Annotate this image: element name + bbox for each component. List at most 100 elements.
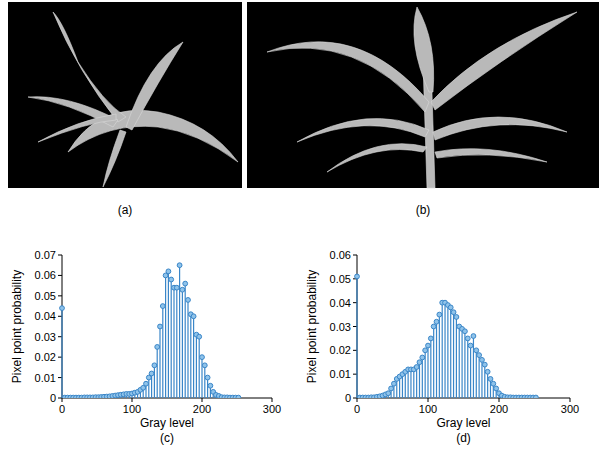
stem xyxy=(433,327,434,399)
stem xyxy=(193,316,194,398)
y-tick-label: 0 xyxy=(50,392,56,404)
leaf xyxy=(68,110,238,162)
stem-marker xyxy=(431,324,436,329)
stem xyxy=(442,303,443,398)
stem xyxy=(402,374,403,398)
stem-marker xyxy=(480,357,485,362)
y-axis-title: Pixel point probability xyxy=(10,270,24,383)
x-tick xyxy=(570,398,571,402)
leaf xyxy=(38,114,116,142)
y-tick-label: 0.04 xyxy=(330,297,351,309)
stem xyxy=(479,355,480,398)
stem xyxy=(179,265,180,398)
stem xyxy=(430,338,431,398)
stem-marker xyxy=(392,381,397,386)
stem xyxy=(425,350,426,398)
stem xyxy=(476,350,477,398)
y-tick-label: 0.07 xyxy=(35,249,56,261)
stem xyxy=(207,378,208,398)
stem xyxy=(165,275,166,398)
figure: (a)(b)00.010.020.030.040.050.060.0701002… xyxy=(0,0,604,451)
y-tick-label: 0.02 xyxy=(35,351,56,363)
stem xyxy=(199,337,200,398)
leaf xyxy=(28,97,118,127)
y-tick-label: 0.02 xyxy=(330,344,351,356)
stem-marker xyxy=(454,315,459,320)
y-tick-label: 0.06 xyxy=(35,269,56,281)
x-tick-label: 0 xyxy=(354,403,360,415)
stems xyxy=(355,274,539,398)
stem xyxy=(453,312,454,398)
stem xyxy=(201,357,202,398)
stem xyxy=(427,346,428,398)
stem xyxy=(416,367,417,398)
image-background xyxy=(247,2,599,188)
y-tick xyxy=(58,275,62,276)
stem-marker xyxy=(355,274,360,279)
stem-marker xyxy=(485,369,490,374)
stem xyxy=(444,303,445,398)
stem xyxy=(447,305,448,398)
stem xyxy=(182,290,183,398)
stem xyxy=(190,314,191,398)
stem xyxy=(151,373,152,398)
y-tick-label: 0.06 xyxy=(330,249,351,261)
stem xyxy=(159,327,160,399)
stem-marker xyxy=(149,371,154,376)
leaf xyxy=(431,12,577,110)
x-tick-label: 200 xyxy=(490,403,508,415)
leaf xyxy=(267,42,429,112)
stem-marker xyxy=(389,386,394,391)
stem-marker xyxy=(186,298,191,303)
leaf xyxy=(297,118,429,142)
leaf xyxy=(103,130,126,187)
stem xyxy=(439,315,440,398)
stem-marker xyxy=(474,348,479,353)
stem xyxy=(461,329,462,398)
panel-label: (c) xyxy=(160,431,174,445)
stem-marker xyxy=(423,348,428,353)
x-tick-label: 200 xyxy=(193,403,211,415)
y-tick-label: 0.04 xyxy=(35,310,56,322)
stem xyxy=(459,327,460,399)
y-tick-label: 0.01 xyxy=(35,372,56,384)
stem-marker xyxy=(205,375,210,380)
stem xyxy=(456,317,457,398)
stem-marker xyxy=(174,285,179,290)
stem-marker xyxy=(197,334,202,339)
stem xyxy=(157,347,158,398)
x-tick-label: 100 xyxy=(123,403,141,415)
stem-marker xyxy=(191,314,196,319)
leaf xyxy=(435,149,547,162)
stem-marker xyxy=(426,343,431,348)
plant-image xyxy=(8,2,242,188)
stem-marker xyxy=(160,304,165,309)
leaf xyxy=(126,42,183,130)
stem-marker xyxy=(494,386,499,391)
stem-marker xyxy=(183,281,188,286)
stem-marker xyxy=(158,324,163,329)
stem-marker xyxy=(463,329,468,334)
chart: 00.010.020.030.040.050.060100200300Gray … xyxy=(305,249,579,445)
leaf xyxy=(414,7,434,92)
stem-marker xyxy=(202,363,207,368)
stem-marker xyxy=(428,336,433,341)
stem-marker xyxy=(169,277,174,282)
stem xyxy=(171,280,172,398)
stem xyxy=(450,307,451,398)
stem xyxy=(168,271,169,398)
stem xyxy=(196,335,197,398)
leaf xyxy=(433,117,567,140)
x-tick xyxy=(499,398,500,402)
stem-marker xyxy=(414,365,419,370)
x-tick-label: 0 xyxy=(59,403,65,415)
y-tick-label: 0.01 xyxy=(330,368,351,380)
stem xyxy=(467,338,468,398)
stem-marker xyxy=(488,377,493,382)
stem-marker xyxy=(60,306,65,311)
stem xyxy=(413,369,414,398)
x-axis-title: Gray level xyxy=(436,416,490,430)
x-tick-label: 100 xyxy=(419,403,437,415)
stem xyxy=(154,365,155,398)
stem-marker xyxy=(420,355,425,360)
